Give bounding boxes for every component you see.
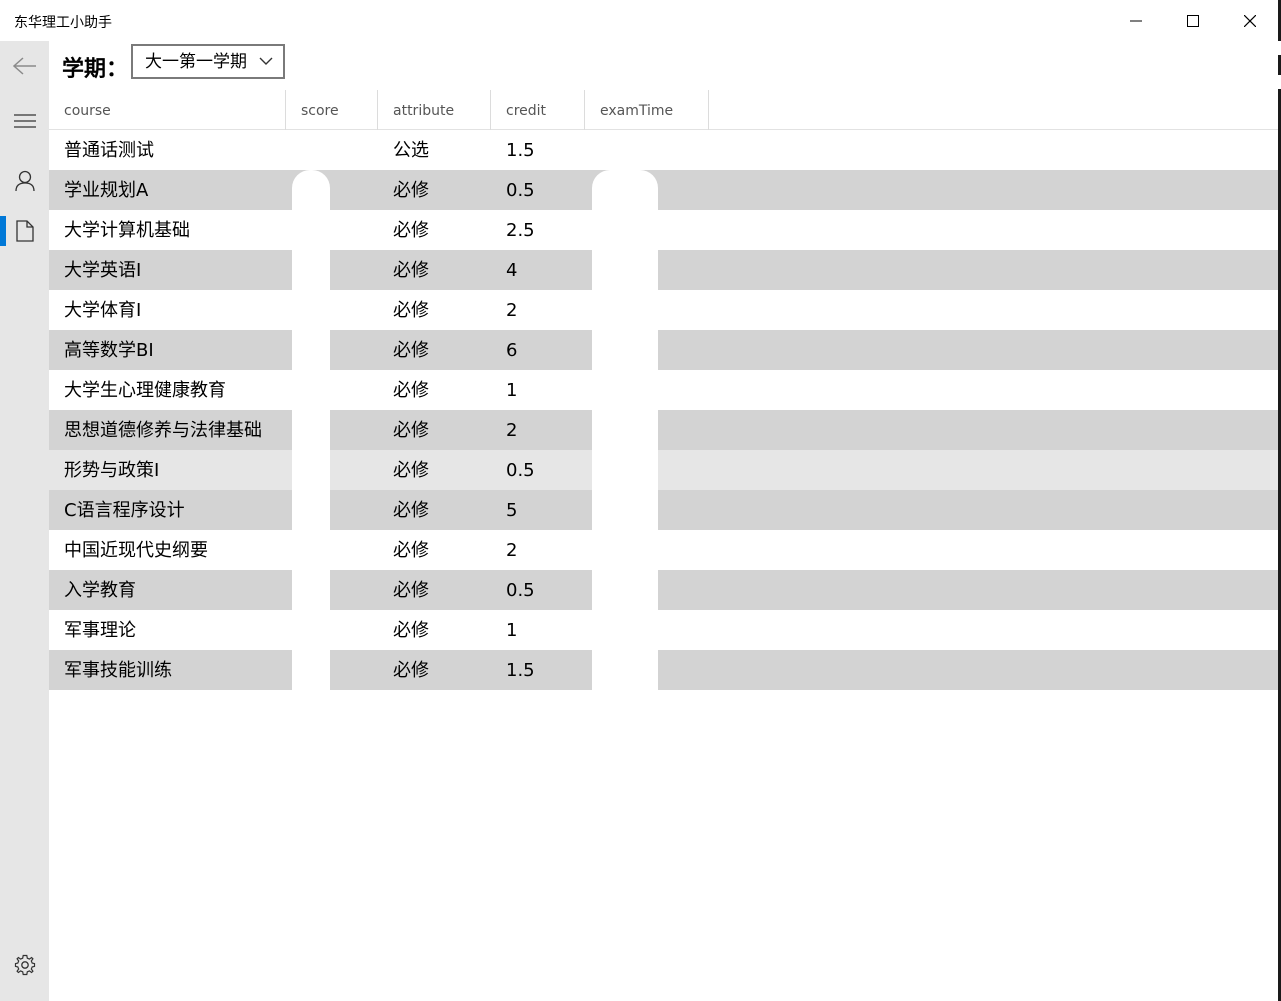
window-edge-gap (1278, 75, 1281, 89)
minimize-button[interactable] (1108, 0, 1164, 41)
cell-course: 大学计算机基础 (64, 220, 190, 241)
cell-credit: 0.5 (506, 460, 535, 481)
cell-attribute: 必修 (393, 580, 429, 601)
table-row[interactable]: 思想道德修养与法律基础 必修 2 (49, 410, 1278, 450)
cell-credit: 1.5 (506, 140, 535, 161)
table-row[interactable]: 军事技能训练 必修 1.5 (49, 650, 1278, 690)
cell-attribute: 必修 (393, 620, 429, 641)
cell-credit: 1 (506, 620, 518, 641)
cell-attribute: 必修 (393, 420, 429, 441)
cell-attribute: 必修 (393, 380, 429, 401)
table-row[interactable]: 普通话测试 公选 1.5 (49, 130, 1278, 170)
hamburger-menu-button[interactable] (0, 101, 49, 141)
document-icon (15, 220, 34, 242)
cell-credit: 2 (506, 540, 518, 561)
column-header-score[interactable]: score (286, 90, 378, 130)
back-arrow-icon (12, 57, 36, 75)
cell-credit: 5 (506, 500, 518, 521)
nav-sidebar (0, 41, 49, 1001)
cell-credit: 2.5 (506, 220, 535, 241)
cell-course: 大学生心理健康教育 (64, 380, 226, 401)
cell-course: 军事技能训练 (64, 660, 172, 681)
cell-credit: 2 (506, 300, 518, 321)
title-bar: 东华理工小助手 (0, 0, 1281, 41)
window-edge-gap (1278, 41, 1281, 55)
main-content: 学期： 大一第一学期 course score attribute credit… (49, 41, 1278, 1001)
cell-course: 高等数学BI (64, 340, 154, 361)
cell-course: 思想道德修养与法律基础 (64, 420, 262, 441)
table-row[interactable]: 大学生心理健康教育 必修 1 (49, 370, 1278, 410)
cell-attribute: 必修 (393, 260, 429, 281)
table-row[interactable]: 高等数学BI 必修 6 (49, 330, 1278, 370)
redaction-mark-examtime (592, 170, 658, 738)
term-label: 学期： (62, 57, 129, 82)
cell-course: 普通话测试 (64, 140, 154, 161)
column-header-examtime[interactable]: examTime (585, 90, 709, 130)
table-row[interactable]: 军事理论 必修 1 (49, 610, 1278, 650)
table-row[interactable]: 大学体育I 必修 2 (49, 290, 1278, 330)
settings-button[interactable] (0, 945, 49, 985)
cell-attribute: 必修 (393, 660, 429, 681)
nav-item-user[interactable] (0, 161, 49, 201)
cell-attribute: 必修 (393, 300, 429, 321)
table-row-hovered[interactable]: 形势与政策I 必修 0.5 (49, 450, 1278, 490)
cell-course: 中国近现代史纲要 (64, 540, 208, 561)
minimize-icon (1130, 20, 1142, 21)
selection-indicator (0, 216, 6, 246)
cell-credit: 2 (506, 420, 518, 441)
window-title: 东华理工小助手 (14, 15, 112, 31)
table-header: course score attribute credit examTime (49, 90, 1278, 130)
cell-attribute: 必修 (393, 540, 429, 561)
cell-attribute: 必修 (393, 500, 429, 521)
window-edge (1278, 0, 1281, 1001)
cell-attribute: 公选 (393, 140, 429, 161)
close-icon (1244, 14, 1256, 27)
cell-course: 入学教育 (64, 580, 136, 601)
back-button[interactable] (0, 46, 49, 86)
maximize-button[interactable] (1165, 0, 1221, 41)
term-dropdown-value: 大一第一学期 (145, 52, 247, 72)
cell-credit: 1 (506, 380, 518, 401)
nav-item-document[interactable] (0, 211, 49, 251)
cell-score (286, 130, 378, 170)
column-header-course[interactable]: course (49, 90, 286, 130)
table-row[interactable]: 入学教育 必修 0.5 (49, 570, 1278, 610)
close-button[interactable] (1222, 0, 1278, 41)
chevron-down-icon (259, 57, 273, 65)
cell-credit: 0.5 (506, 180, 535, 201)
cell-course: 形势与政策I (64, 460, 160, 481)
hamburger-menu-icon (13, 114, 36, 128)
column-header-credit[interactable]: credit (491, 90, 585, 130)
cell-attribute: 必修 (393, 460, 429, 481)
user-icon (14, 170, 35, 192)
gear-icon (14, 954, 35, 976)
cell-course: C语言程序设计 (64, 500, 185, 521)
table-row[interactable]: 学业规划A 必修 0.5 (49, 170, 1278, 210)
table-row[interactable]: 中国近现代史纲要 必修 2 (49, 530, 1278, 570)
cell-course: 大学英语I (64, 260, 142, 281)
score-table: course score attribute credit examTime 普… (49, 90, 1278, 738)
column-header-attribute[interactable]: attribute (378, 90, 491, 130)
redaction-mark-score (292, 170, 330, 738)
cell-credit: 4 (506, 260, 518, 281)
cell-examtime (585, 130, 709, 170)
cell-credit: 6 (506, 340, 518, 361)
table-row[interactable]: 大学计算机基础 必修 2.5 (49, 210, 1278, 250)
cell-course: 大学体育I (64, 300, 142, 321)
cell-course: 学业规划A (64, 180, 149, 201)
cell-attribute: 必修 (393, 180, 429, 201)
cell-attribute: 必修 (393, 340, 429, 361)
cell-attribute: 必修 (393, 220, 429, 241)
cell-credit: 0.5 (506, 580, 535, 601)
cell-course: 军事理论 (64, 620, 136, 641)
table-row[interactable]: C语言程序设计 必修 5 (49, 490, 1278, 530)
maximize-icon (1187, 14, 1199, 27)
term-dropdown[interactable]: 大一第一学期 (131, 44, 285, 79)
table-row[interactable]: 大学英语I 必修 4 (49, 250, 1278, 290)
cell-credit: 1.5 (506, 660, 535, 681)
